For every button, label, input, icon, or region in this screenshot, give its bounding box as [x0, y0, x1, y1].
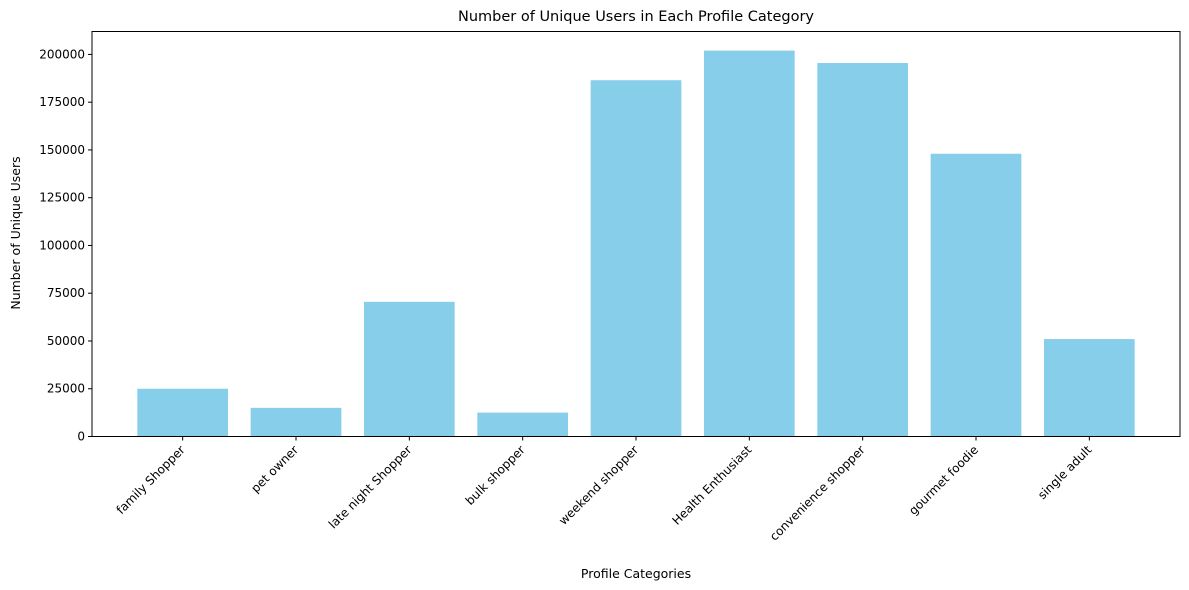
y-tick-label: 75000	[47, 286, 85, 300]
y-tick-label: 0	[77, 430, 85, 444]
x-tick-label: bulk shopper	[463, 443, 528, 508]
x-tick-label: convenience shopper	[767, 443, 868, 544]
bar	[477, 412, 568, 437]
bars-layer	[137, 50, 1135, 437]
bar	[250, 407, 342, 437]
y-tick-label: 125000	[39, 191, 85, 205]
y-tick-label: 100000	[39, 238, 85, 252]
bar	[704, 50, 795, 437]
x-axis: family Shopper pet owner late night Shoppe…	[114, 436, 1095, 544]
x-axis-label: Profile Categories	[581, 566, 691, 581]
y-axis: 0 25000 50000 75000 100000 125000 150000 175000…	[39, 47, 92, 444]
bar	[364, 301, 455, 437]
y-tick-label: 200000	[39, 47, 85, 61]
bar	[930, 153, 1022, 437]
y-tick-label: 150000	[39, 143, 85, 157]
x-tick-label: gourmet foodie	[906, 443, 981, 518]
chart-title: Number of Unique Users in Each Profile C…	[458, 9, 814, 25]
y-tick-label: 175000	[39, 95, 85, 109]
bar	[817, 63, 908, 437]
x-tick-label: pet owner	[248, 443, 301, 496]
y-tick-label: 25000	[47, 382, 85, 396]
plot-frame	[91, 31, 1181, 437]
bar	[590, 80, 682, 437]
x-tick-label: Health Enthusiast	[669, 443, 754, 528]
bar	[1044, 339, 1135, 437]
x-tick-label: late night Shopper	[326, 443, 415, 532]
x-tick-label: family Shopper	[114, 443, 188, 517]
y-axis-label: Number of Unique Users	[8, 156, 23, 309]
bar	[137, 388, 228, 437]
x-tick-label: single adult	[1035, 443, 1095, 503]
x-tick-label: weekend shopper	[556, 443, 641, 528]
y-tick-label: 50000	[47, 334, 85, 348]
